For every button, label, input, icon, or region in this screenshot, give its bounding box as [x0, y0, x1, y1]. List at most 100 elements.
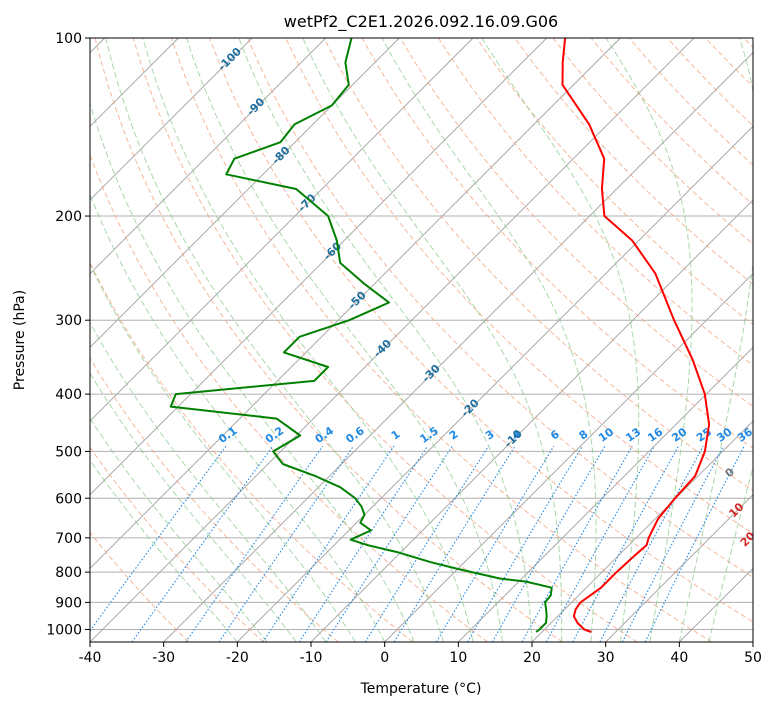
mixing-ratio-label: 3 — [483, 428, 497, 443]
mixing-ratio-line — [491, 445, 606, 642]
mixing-ratio-line — [393, 445, 516, 642]
mixing-ratio-line — [325, 445, 453, 642]
mixing-ratio-line — [545, 445, 655, 642]
y-tick-label: 600 — [55, 491, 82, 507]
background-lines — [90, 38, 753, 642]
mixing-ratio-line — [644, 445, 745, 642]
mixing-ratio-label: 0.4 — [313, 424, 337, 446]
mixing-ratio-label: 13 — [623, 425, 643, 444]
moist-adiabat-line — [90, 459, 238, 642]
isotherm-label: -50 — [346, 288, 369, 311]
dry-adiabat-line — [247, 38, 753, 578]
y-tick-label: 500 — [55, 444, 82, 460]
mixing-ratio-line — [218, 445, 354, 642]
x-tick-label: 20 — [523, 650, 541, 666]
dry-adiabat-line — [209, 38, 753, 623]
mixing-ratio-line — [364, 445, 489, 642]
mixing-ratio-line — [467, 445, 583, 642]
isotherm-line — [163, 52, 753, 642]
mixing-ratio-label: 6 — [548, 427, 562, 442]
dry-adiabat-line — [399, 38, 753, 408]
y-tick-label: 1000 — [46, 622, 82, 638]
isotherm-line — [90, 38, 474, 422]
y-tick-label: 700 — [55, 531, 82, 547]
isotherm-line — [605, 494, 753, 642]
isotherm-label: -40 — [371, 337, 394, 360]
moist-adiabat-label: 20 — [738, 529, 758, 549]
mixing-ratio-label: 1.5 — [417, 424, 440, 446]
isotherm-label: -10 — [502, 427, 525, 450]
dry-adiabat-line — [132, 38, 638, 642]
x-tick-label: 10 — [449, 650, 467, 666]
isotherm-label: -90 — [244, 95, 267, 118]
moist-adiabat-line — [186, 38, 503, 642]
x-axis-ticks: -40 -30 -20 -10 0 10 20 30 40 50 — [79, 642, 762, 666]
dry-adiabat-line — [743, 38, 753, 49]
x-axis-label: Temperature (°C) — [360, 681, 482, 697]
dry-adiabat-line — [437, 38, 753, 366]
moist-adiabat-line — [238, 38, 533, 642]
mixing-ratio-line — [521, 445, 633, 642]
moist-adiabat-line — [105, 38, 445, 642]
moist-adiabat-line — [302, 38, 563, 642]
dry-adiabat-line — [285, 38, 753, 535]
y-axis-ticks: 100 200 300 400 500 600 700 800 900 1000 — [46, 31, 90, 638]
mixing-ratio-label: 1 — [389, 428, 403, 443]
mixing-ratio-line — [621, 445, 724, 642]
mixing-ratio-line — [572, 445, 679, 642]
moist-adiabat-line — [90, 263, 356, 642]
mixing-ratio-line — [599, 445, 704, 642]
isotherm-line — [531, 420, 753, 642]
isotherm-line — [237, 125, 753, 642]
mixing-ratio-line — [131, 445, 274, 642]
dry-adiabat-line — [323, 38, 753, 492]
mixing-ratio-line — [298, 445, 429, 642]
y-tick-label: 300 — [55, 313, 82, 329]
isotherm-label: -60 — [321, 239, 344, 262]
dry-adiabat-line — [90, 446, 264, 642]
dry-adiabat-line — [514, 38, 753, 285]
isotherm-line — [90, 38, 400, 348]
moist-adiabat-line — [90, 372, 297, 642]
mixing-ratio-label: 2 — [447, 428, 461, 443]
line-labels: 0.1 0.2 0.4 0.6 1 1.5 2 3 4 6 8 10 13 16 20 25 30 36-100-… — [215, 45, 775, 606]
y-tick-label: 900 — [55, 595, 82, 611]
moist-adiabat-line — [90, 101, 415, 642]
moist-adiabat-line — [605, 38, 693, 642]
mixing-ratio-label: 25 — [694, 425, 714, 444]
isotherm-label: -20 — [459, 396, 482, 419]
dry-adiabat-line — [90, 153, 488, 642]
mixing-ratio-line — [262, 445, 395, 642]
isotherm-label: -100 — [215, 45, 244, 74]
x-tick-label: 30 — [597, 650, 615, 666]
isotherm-line — [752, 641, 753, 642]
isotherm-line — [90, 38, 621, 569]
moist-adiabat-label: 30 — [752, 555, 772, 575]
isotherm-line — [458, 346, 753, 642]
dry-adiabat-line — [94, 38, 563, 642]
dry-adiabat-line — [170, 38, 712, 642]
y-axis-label: Pressure (hPa) — [12, 290, 28, 390]
moist-adiabat-line — [90, 417, 268, 642]
mixing-ratio-label: 16 — [645, 425, 665, 445]
moist-adiabat-line — [90, 193, 386, 642]
mixing-ratio-line — [435, 445, 555, 642]
mixing-ratio-label: 0.1 — [216, 424, 239, 446]
moist-adiabat-label: 40 — [765, 586, 775, 606]
moist-adiabat-label: 10 — [726, 500, 746, 520]
x-tick-label: -30 — [152, 650, 175, 666]
y-tick-label: 200 — [55, 209, 82, 225]
isotherm-line — [90, 38, 253, 201]
moist-adiabat-line — [90, 321, 327, 642]
moist-adiabat-line — [381, 38, 597, 642]
isotherm-line — [679, 567, 753, 642]
moist-adiabat-line — [481, 38, 640, 642]
moist-adiabat-line — [678, 38, 753, 642]
x-tick-label: -20 — [226, 650, 249, 666]
mixing-ratio-label: 8 — [577, 428, 591, 443]
x-tick-label: 0 — [380, 650, 389, 666]
isotherm-label: -70 — [295, 191, 318, 214]
x-tick-label: 50 — [744, 650, 762, 666]
y-tick-label: 800 — [55, 565, 82, 581]
